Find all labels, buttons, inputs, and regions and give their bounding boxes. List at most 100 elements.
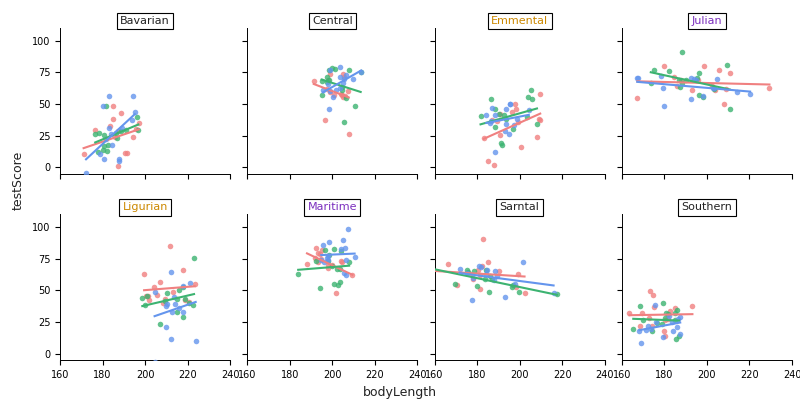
Point: [314, 251, 327, 258]
Point: [102, 125, 115, 131]
Point: [327, 280, 340, 287]
Point: [534, 117, 546, 124]
Point: [354, 69, 367, 76]
Point: [515, 144, 528, 150]
Point: [499, 128, 512, 134]
Point: [474, 113, 487, 120]
Point: [468, 268, 481, 274]
Point: [93, 175, 106, 182]
Point: [96, 146, 109, 153]
Point: [110, 135, 123, 141]
Point: [337, 237, 350, 244]
Point: [488, 106, 501, 112]
Point: [474, 286, 487, 292]
Point: [336, 92, 349, 99]
Point: [522, 94, 534, 100]
Point: [121, 150, 134, 156]
Point: [322, 67, 335, 74]
Point: [510, 284, 522, 290]
Point: [349, 103, 362, 110]
Point: [340, 72, 353, 79]
Point: [161, 300, 174, 307]
Point: [632, 74, 645, 81]
Point: [326, 65, 338, 72]
Point: [633, 328, 646, 334]
Point: [315, 78, 328, 84]
Point: [110, 130, 122, 137]
Point: [156, 300, 169, 306]
Point: [481, 267, 494, 273]
Point: [147, 284, 160, 290]
Point: [118, 150, 131, 156]
Point: [132, 126, 145, 133]
Point: [466, 297, 478, 303]
Point: [642, 315, 655, 322]
Point: [466, 276, 479, 282]
Point: [510, 116, 523, 122]
Point: [718, 101, 731, 107]
Point: [698, 63, 711, 69]
Point: [170, 309, 183, 315]
Point: [187, 301, 200, 308]
Point: [509, 281, 522, 288]
Point: [669, 317, 682, 323]
Point: [190, 337, 202, 344]
Point: [334, 74, 347, 80]
Point: [675, 77, 688, 84]
Point: [521, 114, 534, 120]
Point: [453, 266, 466, 272]
Title: Julian: Julian: [691, 16, 722, 26]
Point: [474, 271, 486, 278]
Point: [158, 296, 171, 302]
Point: [88, 126, 101, 133]
Point: [322, 265, 334, 272]
Point: [490, 272, 503, 279]
Point: [160, 303, 173, 310]
Point: [670, 82, 683, 89]
Point: [100, 103, 113, 110]
Point: [507, 122, 520, 128]
Point: [480, 267, 493, 274]
Point: [658, 62, 670, 69]
Point: [168, 294, 181, 301]
Point: [670, 307, 683, 314]
Point: [668, 74, 681, 81]
Point: [511, 270, 524, 277]
Point: [474, 264, 487, 270]
Point: [500, 120, 513, 127]
Point: [719, 86, 732, 92]
Point: [461, 269, 474, 276]
Point: [662, 316, 674, 322]
Point: [330, 266, 343, 272]
Title: Bavarian: Bavarian: [120, 16, 170, 26]
Point: [93, 130, 106, 136]
Point: [188, 281, 201, 287]
Point: [142, 293, 154, 299]
Point: [323, 77, 336, 83]
Point: [159, 298, 172, 304]
Point: [315, 257, 328, 263]
Point: [494, 132, 506, 138]
Point: [334, 64, 346, 70]
Point: [657, 85, 670, 91]
Point: [165, 336, 178, 342]
Point: [316, 91, 329, 98]
Point: [534, 91, 546, 98]
Point: [673, 333, 686, 339]
Point: [674, 84, 686, 90]
Point: [338, 74, 350, 80]
Point: [314, 285, 326, 292]
Point: [658, 317, 671, 323]
Point: [334, 258, 347, 265]
Point: [322, 261, 335, 268]
Point: [170, 296, 183, 302]
Point: [317, 87, 330, 93]
Point: [489, 124, 502, 130]
Point: [460, 270, 473, 276]
Point: [639, 327, 652, 333]
Point: [512, 118, 525, 125]
Point: [142, 297, 155, 304]
Point: [672, 76, 685, 83]
Point: [322, 76, 334, 83]
Point: [314, 255, 327, 262]
